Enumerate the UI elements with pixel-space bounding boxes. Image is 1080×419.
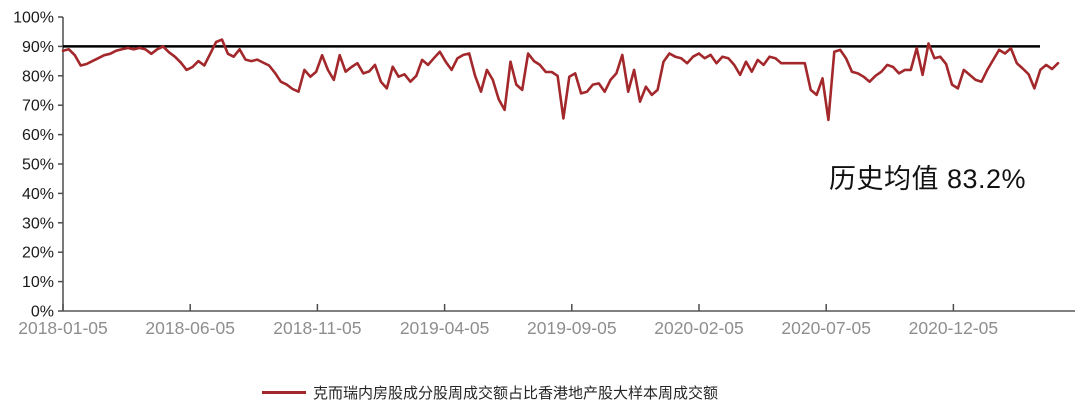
series-line [61, 38, 1060, 122]
y-tick-label: 100% [13, 10, 54, 27]
y-tick-label: 0% [31, 304, 54, 321]
y-tick-label: 20% [22, 245, 54, 262]
x-tick-label: 2018-06-05 [145, 318, 235, 338]
y-tick-label: 30% [22, 215, 54, 232]
plot-area: 0% 10% 20% 30% 40% 50% 60% 70% 80% 90% 100% 2018-01… [13, 10, 1075, 338]
legend-label: 克而瑞内房股成分股周成交额占比香港地产股大样本周成交额 [313, 384, 719, 402]
y-tick-label: 90% [22, 39, 54, 56]
x-tick-label: 2019-04-05 [400, 318, 490, 338]
x-tick-label: 2020-12-05 [909, 318, 999, 338]
y-tick-label: 60% [22, 127, 54, 144]
y-tick-label: 10% [22, 274, 54, 291]
x-tick-label: 2020-02-05 [654, 318, 744, 338]
y-tick-label: 70% [22, 98, 54, 115]
y-tick-label: 80% [22, 68, 54, 85]
historical-mean-annotation: 历史均值 83.2% [829, 164, 1027, 194]
x-tick-label: 2019-09-05 [527, 318, 617, 338]
y-tick-label: 50% [22, 157, 54, 174]
x-tick-label: 2018-11-05 [273, 318, 361, 338]
x-tick-label: 2020-07-05 [781, 318, 871, 338]
y-tick-label: 40% [22, 186, 54, 203]
legend-line-swatch [262, 390, 306, 394]
x-tick-label: 2018-01-05 [18, 318, 108, 338]
legend: 克而瑞内房股成分股周成交额占比香港地产股大样本周成交额 [262, 383, 719, 402]
